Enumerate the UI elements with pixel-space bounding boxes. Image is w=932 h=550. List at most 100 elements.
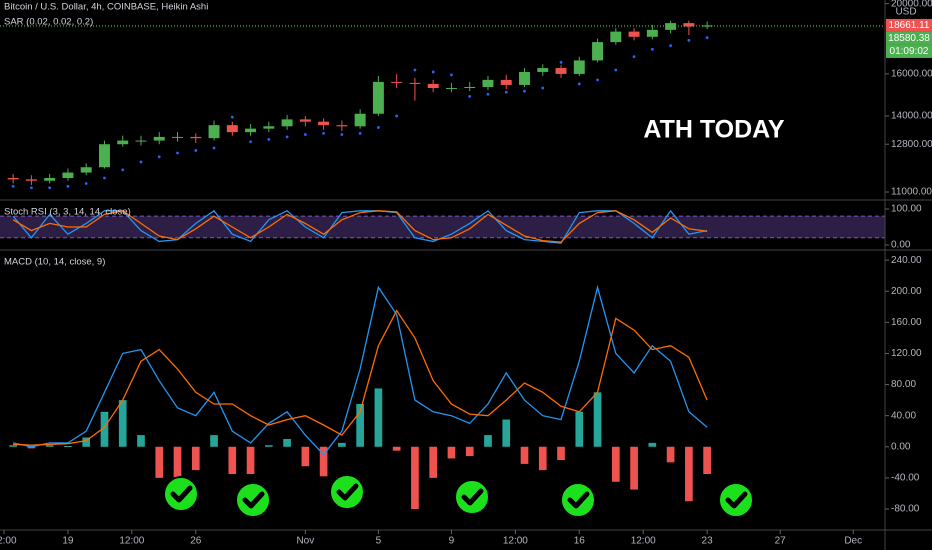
histogram-bar: [520, 446, 529, 464]
histogram-bar: [155, 446, 164, 478]
x-tick-label: 9: [449, 536, 455, 547]
candle-body: [573, 60, 585, 74]
band-fill: [0, 216, 885, 238]
check-icon: [235, 482, 271, 518]
y-tick-label: 0.00: [891, 441, 911, 452]
candle-body: [281, 119, 293, 127]
chart-subtitle: SAR (0.02, 0.02, 0.2): [4, 17, 93, 28]
sar-dot: [450, 73, 453, 77]
histogram-bar: [118, 400, 127, 447]
candle-body: [683, 23, 695, 27]
histogram-bar: [283, 439, 291, 447]
y-tick-label: 240.00: [891, 255, 922, 266]
check-icon: [163, 476, 199, 512]
sar-dot: [650, 47, 654, 51]
histogram-bar: [465, 446, 474, 457]
sar-dot: [358, 131, 362, 135]
histogram-bar: [64, 446, 72, 447]
sar-dot: [632, 55, 636, 59]
candle-body: [299, 119, 311, 122]
histogram-bar: [246, 446, 255, 474]
candle-body: [372, 81, 384, 114]
check-icon: [329, 474, 365, 510]
histogram-bar: [392, 446, 401, 451]
x-tick-label: 26: [190, 536, 202, 547]
x-tick-label: 12:00: [503, 536, 528, 547]
histogram-bar: [411, 446, 419, 509]
histogram-bar: [374, 388, 383, 447]
countdown-bg: [886, 44, 932, 58]
x-tick-label: 23: [702, 536, 714, 547]
histogram-bar: [538, 446, 547, 471]
sar-dot: [614, 68, 618, 72]
candle-body: [427, 83, 439, 89]
y-tick-label: 14000.00: [891, 111, 932, 122]
y-tick-label: 80.00: [891, 379, 916, 390]
histogram-bar: [210, 435, 218, 447]
annotation: ATH TODAY: [643, 116, 785, 144]
candle-body: [701, 25, 713, 27]
sar-dot: [103, 176, 106, 180]
sar-dot: [249, 140, 252, 144]
histogram-bar: [27, 446, 36, 449]
candle-body: [391, 81, 403, 83]
x-tick-label: 12:00: [631, 536, 656, 547]
candle-body: [555, 68, 567, 74]
y-tick-label: 200.00: [891, 286, 922, 297]
candle-body: [318, 121, 330, 126]
sar-dot: [30, 186, 33, 190]
sar-dot: [230, 115, 234, 119]
sar-dot: [139, 160, 143, 164]
sar-dot: [212, 146, 216, 150]
candle-body: [153, 136, 165, 141]
candle-body: [592, 42, 604, 61]
check-icon: [454, 479, 490, 515]
histogram-bar: [319, 446, 328, 477]
candle-body: [226, 125, 238, 133]
candle-body: [208, 125, 220, 139]
candle-body: [190, 136, 202, 139]
sar-dot: [577, 82, 581, 86]
sar-dot: [322, 131, 326, 135]
histogram-bar: [264, 445, 273, 447]
price-label: 18580.38: [888, 33, 930, 44]
sar-dot: [523, 89, 526, 93]
candle-body: [62, 172, 74, 178]
currency-label: USD: [895, 7, 916, 18]
y-tick-label: 12800.00: [891, 139, 932, 150]
check-icons: [163, 474, 754, 518]
pane-title: Stoch RSI (3, 3, 14, 14, close): [4, 207, 131, 218]
histogram-bar: [173, 446, 182, 486]
x-tick-label: 12:00: [119, 536, 144, 547]
price-label: 18661.11: [889, 20, 930, 31]
candle-body: [98, 144, 110, 168]
x-tick-label: 16: [574, 536, 586, 547]
y-tick-label: -80.00: [891, 504, 920, 515]
y-tick-label: 40.00: [891, 410, 916, 421]
histogram-bar: [703, 446, 711, 474]
histogram-bar: [611, 446, 620, 482]
histogram-bar: [100, 411, 109, 447]
histogram-bar: [648, 442, 657, 447]
sar-dot: [669, 44, 672, 48]
sar-dot: [66, 184, 70, 188]
histogram-bar: [356, 404, 364, 447]
sar-dot: [84, 182, 88, 185]
check-icon: [718, 482, 754, 518]
y-tick-label: 100.00: [891, 204, 922, 215]
sar-dot: [559, 60, 563, 64]
candle-body: [445, 88, 457, 90]
indicator-line: [12, 210, 708, 243]
x-tick-label: 19: [62, 536, 74, 547]
candle-body: [336, 125, 348, 127]
sar-dot: [376, 126, 380, 129]
sar-dot: [285, 135, 289, 139]
indicator-line: [12, 284, 708, 456]
histogram-bar: [593, 392, 602, 447]
candle-body: [646, 29, 658, 37]
sar-dot: [11, 184, 15, 188]
